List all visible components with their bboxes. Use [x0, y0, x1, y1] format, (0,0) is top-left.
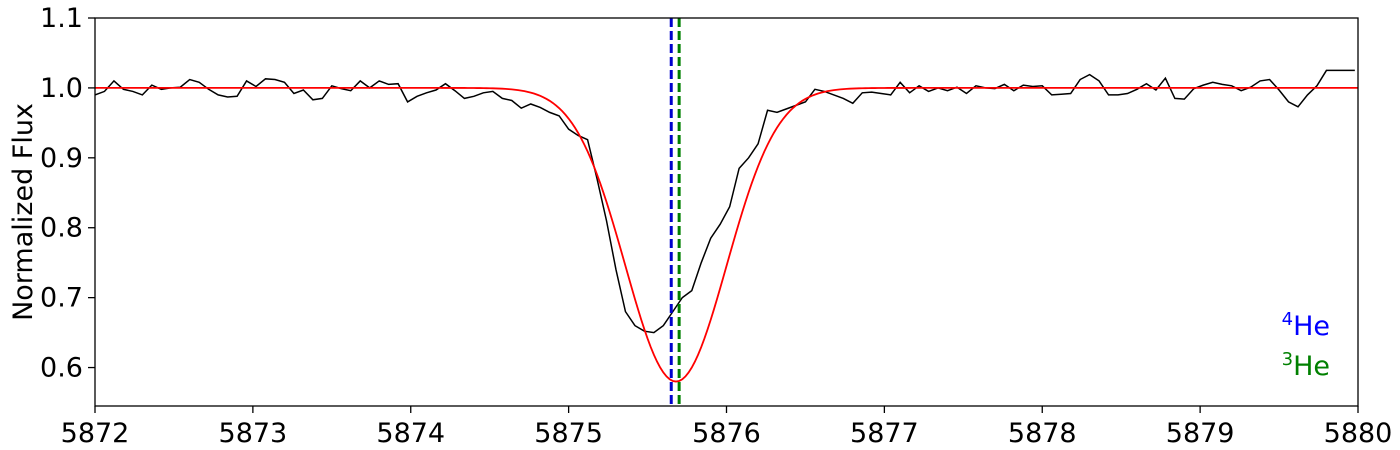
legend-label: He: [1293, 311, 1330, 342]
observed-spectrum-line: [95, 69, 1355, 334]
x-tick-label: 5872: [61, 418, 130, 449]
y-tick-label: 1.1: [40, 3, 83, 34]
plot-area: [95, 18, 1358, 406]
legend-superscript: 3: [1282, 349, 1293, 370]
legend-label: He: [1293, 351, 1330, 382]
x-tick-label: 5876: [692, 418, 761, 449]
plot-inner: [95, 18, 1358, 406]
y-tick-label: 1.0: [40, 73, 83, 104]
x-tick-label: 5875: [534, 418, 603, 449]
x-tick-label: 5877: [850, 418, 919, 449]
model-fit-line: [95, 87, 1358, 383]
x-tick-label: 5879: [1166, 418, 1235, 449]
y-tick-label: 0.8: [40, 213, 83, 244]
legend-entry: 3He: [1282, 349, 1330, 382]
legend-superscript: 4: [1282, 309, 1293, 330]
y-tick-label: 0.7: [40, 283, 83, 314]
legend-entry: 4He: [1282, 309, 1330, 342]
x-tick-label: 5874: [376, 418, 445, 449]
y-tick-label: 0.6: [40, 353, 83, 384]
x-tick-label: 5880: [1324, 418, 1393, 449]
y-tick-label: 0.9: [40, 143, 83, 174]
x-tick-label: 5878: [1008, 418, 1077, 449]
x-tick-label: 5873: [219, 418, 288, 449]
axes: 5872 5873 5874 5875 5876 5877 5878 5879 5880 0.6 0…: [40, 3, 1392, 449]
y-axis-title: Normalized Flux: [8, 103, 39, 321]
